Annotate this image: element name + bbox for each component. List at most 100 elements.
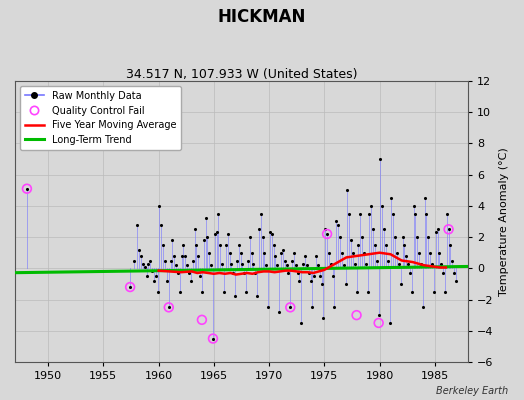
Point xyxy=(450,270,458,276)
Point xyxy=(329,273,337,279)
Point xyxy=(304,270,313,276)
Point xyxy=(364,288,372,295)
Point xyxy=(420,195,429,201)
Point xyxy=(225,250,234,256)
Point xyxy=(209,335,217,342)
Point xyxy=(319,315,328,322)
Point xyxy=(375,320,383,326)
Point xyxy=(312,253,320,259)
Point xyxy=(126,284,134,290)
Point xyxy=(284,270,292,276)
Text: Berkeley Earth: Berkeley Earth xyxy=(436,386,508,396)
Point xyxy=(247,250,256,256)
Point xyxy=(295,278,303,284)
Point xyxy=(235,242,243,248)
Point xyxy=(351,260,359,267)
Point xyxy=(408,288,416,295)
Point xyxy=(189,257,197,264)
Point xyxy=(444,226,453,232)
Point xyxy=(155,203,163,209)
Point xyxy=(325,250,333,256)
Point xyxy=(139,260,147,267)
Point xyxy=(183,262,191,268)
Point xyxy=(382,242,390,248)
Point xyxy=(321,226,330,232)
Point xyxy=(347,237,355,244)
Point xyxy=(336,234,344,240)
Point xyxy=(433,226,442,232)
Point xyxy=(419,304,427,310)
Point xyxy=(389,210,398,217)
Point xyxy=(187,278,195,284)
Point xyxy=(448,257,456,264)
Title: 34.517 N, 107.933 W (United States): 34.517 N, 107.933 W (United States) xyxy=(126,68,357,81)
Point xyxy=(343,187,352,194)
Point xyxy=(332,218,341,225)
Point xyxy=(345,210,353,217)
Point xyxy=(236,250,245,256)
Point xyxy=(380,226,388,232)
Point xyxy=(159,242,168,248)
Point xyxy=(268,231,276,237)
Point xyxy=(133,222,141,228)
Point xyxy=(233,257,241,264)
Point xyxy=(162,278,171,284)
Point xyxy=(387,195,396,201)
Point xyxy=(211,231,219,237)
Point xyxy=(266,229,274,236)
Point xyxy=(444,226,453,232)
Point xyxy=(424,234,432,240)
Point xyxy=(303,262,311,268)
Point xyxy=(367,203,376,209)
Point xyxy=(258,234,267,240)
Point xyxy=(165,304,173,310)
Point xyxy=(201,215,210,222)
Point xyxy=(161,257,169,264)
Point xyxy=(209,335,217,342)
Point xyxy=(411,210,420,217)
Point xyxy=(370,242,379,248)
Point xyxy=(238,260,246,267)
Point xyxy=(400,242,409,248)
Point xyxy=(279,246,287,253)
Point xyxy=(397,281,405,287)
Point xyxy=(244,257,252,264)
Point xyxy=(376,156,385,162)
Point xyxy=(286,304,294,310)
Point xyxy=(126,284,134,290)
Point xyxy=(176,288,184,295)
Point xyxy=(422,210,431,217)
Point xyxy=(220,288,228,295)
Point xyxy=(375,312,383,318)
Point xyxy=(406,270,414,276)
Point xyxy=(179,242,188,248)
Point xyxy=(393,250,401,256)
Point xyxy=(144,260,152,267)
Point xyxy=(365,210,374,217)
Text: HICKMAN: HICKMAN xyxy=(218,8,306,26)
Point xyxy=(280,257,289,264)
Point xyxy=(229,270,237,276)
Point xyxy=(354,242,363,248)
Point xyxy=(146,257,155,264)
Point xyxy=(301,253,309,259)
Point xyxy=(340,262,348,268)
Point xyxy=(288,257,296,264)
Point xyxy=(140,264,149,270)
Point xyxy=(227,260,235,267)
Point xyxy=(314,262,322,268)
Point xyxy=(181,253,190,259)
Point xyxy=(348,250,357,256)
Point xyxy=(307,278,315,284)
Point xyxy=(262,262,270,268)
Point xyxy=(271,253,280,259)
Point xyxy=(151,273,160,279)
Point xyxy=(242,288,250,295)
Point xyxy=(253,293,261,300)
Point xyxy=(297,320,305,326)
Point xyxy=(166,257,174,264)
Point xyxy=(198,288,206,295)
Y-axis label: Temperature Anomaly (°C): Temperature Anomaly (°C) xyxy=(499,147,509,296)
Point xyxy=(395,260,403,267)
Point xyxy=(194,253,202,259)
